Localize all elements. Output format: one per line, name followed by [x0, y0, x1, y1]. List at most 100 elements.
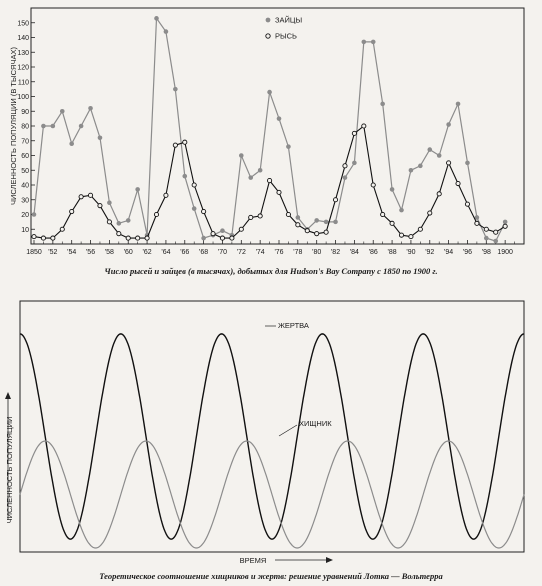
y-axis-label: ЧИСЛЕННОСТЬ ПОПУЛЯЦИИ (В ТЫСЯЧАХ): [9, 47, 18, 205]
point-lynx: [370, 182, 376, 188]
point-hares: [502, 219, 508, 225]
point-hares: [370, 39, 376, 45]
y-tick-label: 110: [18, 79, 29, 86]
point-lynx: [31, 234, 37, 240]
point-lynx: [248, 214, 254, 220]
y-tick-label: 140: [17, 35, 29, 42]
y-tick-label: 150: [17, 20, 29, 27]
point-lynx: [135, 235, 141, 241]
point-hares: [276, 116, 282, 121]
point-lynx: [285, 211, 291, 218]
point-lynx: [116, 231, 122, 237]
point-hares: [418, 163, 423, 169]
point-hares: [201, 235, 206, 241]
point-hares: [41, 123, 46, 129]
x-axis-arrowhead: [326, 557, 333, 563]
point-hares: [116, 221, 122, 226]
point-lynx: [342, 163, 348, 169]
y-axis-arrowhead: [5, 392, 11, 399]
point-hares: [59, 108, 65, 114]
series-label-predator-leader: [278, 424, 298, 437]
point-hares: [50, 123, 56, 129]
y-tick-label: 90: [21, 109, 29, 116]
x-tick-label: '94: [444, 249, 453, 256]
point-lynx: [201, 208, 207, 215]
point-hares: [78, 123, 84, 129]
x-tick-label: '80: [312, 249, 321, 256]
point-lynx: [50, 235, 56, 241]
x-tick-label: '88: [388, 249, 397, 256]
point-lynx: [408, 234, 414, 240]
x-tick-label: '82: [331, 249, 340, 256]
point-lynx: [257, 213, 263, 219]
legend-label-lynx: РЫСЬ: [275, 32, 297, 41]
point-hares: [465, 160, 470, 166]
point-hares: [361, 39, 367, 45]
point-lynx: [182, 139, 188, 145]
y-tick-label: 130: [17, 50, 29, 57]
point-hares: [286, 144, 291, 149]
point-hares: [173, 86, 178, 92]
hudson-bay-chart: 10 20 30 40 50 60 70 80 90 100 110 120 130 140 150 1850…: [9, 7, 525, 256]
x-tick-label: '74: [256, 249, 265, 256]
x-tick-label: '66: [180, 249, 189, 256]
point-hares: [31, 212, 37, 217]
x-tick-label: '90: [406, 249, 415, 256]
x-tick-label: '56: [86, 249, 95, 256]
x-tick-label: '86: [369, 249, 378, 256]
point-lynx: [304, 228, 310, 234]
legend-label-hares: ЗАЙЦЫ: [275, 16, 302, 25]
series-label-predator: ХИЩНИК: [299, 419, 332, 428]
y-tick-label: 120: [17, 65, 29, 72]
point-lynx: [446, 160, 452, 166]
x-tick-label: '98: [482, 249, 491, 256]
x-tick-label: '78: [293, 249, 302, 256]
legend-marker-lynx: [265, 33, 271, 39]
point-hares: [97, 135, 103, 141]
point-hares: [125, 218, 131, 223]
point-hares: [493, 238, 499, 244]
x-tick-label: '96: [463, 249, 472, 256]
y-tick-label: 40: [21, 183, 29, 190]
point-lynx: [191, 182, 197, 188]
x-tick-label: '70: [218, 249, 227, 256]
point-hares: [484, 235, 489, 241]
y-tick-label: 30: [21, 197, 29, 204]
point-lynx: [59, 226, 65, 232]
point-lynx: [417, 226, 423, 232]
y-tick-label: 70: [21, 138, 29, 145]
point-hares: [69, 141, 74, 146]
point-hares: [239, 153, 244, 158]
point-lynx: [295, 222, 301, 228]
point-lynx: [69, 208, 75, 215]
point-hares: [257, 167, 263, 173]
point-hares: [352, 160, 357, 166]
point-hares: [408, 167, 414, 173]
y-tick-label: 20: [21, 212, 29, 219]
x-tick-label: '84: [350, 249, 359, 256]
point-lynx: [351, 130, 357, 136]
plot-frame: [19, 300, 525, 553]
point-hares: [220, 228, 225, 234]
x-tick-label: '58: [105, 249, 114, 256]
point-hares: [295, 215, 301, 220]
x-tick-label: '62: [143, 249, 152, 256]
series-label-prey: ЖЕРТВА: [278, 321, 309, 330]
point-hares: [323, 219, 329, 225]
point-lynx: [493, 229, 499, 235]
point-lynx: [267, 178, 273, 184]
point-lynx: [483, 226, 489, 232]
point-lynx: [78, 194, 84, 200]
point-lynx: [361, 123, 367, 129]
point-lynx: [474, 220, 480, 226]
y-tick-label: 10: [21, 227, 29, 234]
x-tick-label: '72: [237, 249, 246, 256]
x-axis-label: ВРЕМЯ: [240, 556, 267, 565]
series-line-prey: [19, 333, 525, 540]
y-tick-label: 100: [17, 94, 29, 101]
point-lynx: [427, 210, 433, 216]
x-tick-label: '60: [124, 249, 133, 256]
point-hares: [107, 200, 112, 205]
point-hares: [399, 207, 404, 213]
